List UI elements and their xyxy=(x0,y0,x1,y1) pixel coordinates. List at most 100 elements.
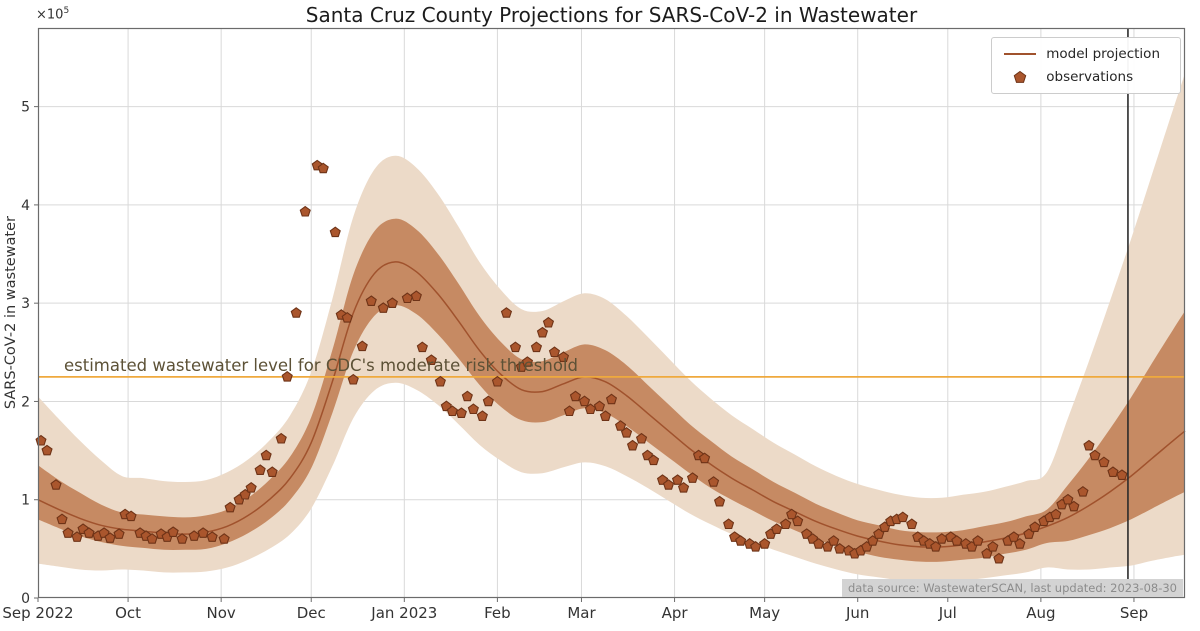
x-tick-label: Jan 2023 xyxy=(370,604,437,622)
observation-marker xyxy=(536,326,549,338)
offset-exponent: 5 xyxy=(63,6,70,16)
observation-marker xyxy=(341,312,353,323)
legend-label-observations: observations xyxy=(1046,69,1134,85)
observation-marker xyxy=(1050,508,1062,520)
observation-marker xyxy=(446,405,458,417)
observation-marker xyxy=(771,523,783,534)
observation-marker xyxy=(647,454,660,466)
y-tick-label: 4 xyxy=(21,198,30,214)
inner-uncertainty-band xyxy=(38,218,1185,562)
x-tick-label: Oct xyxy=(115,604,141,622)
observation-marker xyxy=(723,518,735,530)
x-tick-label: Feb xyxy=(484,604,511,622)
observation-marker xyxy=(584,403,597,415)
observation-marker xyxy=(1029,521,1041,532)
observation-marker xyxy=(930,541,942,552)
observation-marker xyxy=(254,464,266,475)
observation-marker xyxy=(461,390,473,402)
observation-marker xyxy=(605,393,618,405)
observation-marker xyxy=(290,307,302,318)
observation-marker xyxy=(569,390,582,402)
observation-marker xyxy=(299,205,311,217)
observation-marker xyxy=(972,535,984,546)
observation-marker xyxy=(476,410,488,421)
observation-marker xyxy=(792,515,804,527)
y-tick-label: 2 xyxy=(21,394,30,410)
x-tick-label: Dec xyxy=(297,604,326,622)
observation-marker xyxy=(1068,500,1080,512)
observation-marker xyxy=(677,482,690,493)
observation-marker xyxy=(828,535,840,546)
legend-label-model: model projection xyxy=(1046,46,1160,62)
observation-marker xyxy=(266,466,278,477)
observation-marker xyxy=(347,373,359,385)
observation-marker xyxy=(521,356,534,367)
observation-marker xyxy=(356,340,368,352)
pentagon-marker-icon xyxy=(1004,70,1036,84)
observation-marker xyxy=(386,297,398,308)
y-axis-label-text: SARS-CoV-2 in wastewater xyxy=(3,216,19,410)
observation-marker xyxy=(750,541,762,552)
observation-marker xyxy=(759,538,771,549)
axis-frame xyxy=(37,27,1186,599)
offset-base: ×10 xyxy=(36,7,64,23)
observation-marker xyxy=(1083,439,1095,451)
observation-marker xyxy=(62,527,74,538)
observation-marker xyxy=(275,432,287,444)
observation-marker xyxy=(542,316,555,328)
observation-marker xyxy=(897,511,909,523)
observation-marker xyxy=(329,226,341,238)
observation-marker xyxy=(500,307,513,318)
observation-marker xyxy=(987,541,999,552)
observation-marker xyxy=(1116,469,1128,480)
observation-marker xyxy=(834,543,846,554)
y-tick-label: 3 xyxy=(21,296,30,312)
data-source-note: data source: WastewaterSCAN, last update… xyxy=(842,579,1183,597)
observation-marker xyxy=(620,427,633,438)
observation-marker xyxy=(906,518,918,530)
observation-marker xyxy=(224,501,236,513)
observation-marker xyxy=(686,472,699,483)
observation-marker xyxy=(467,403,479,415)
y-tick-label: 1 xyxy=(21,493,30,509)
observation-marker xyxy=(735,535,747,546)
observation-marker xyxy=(491,375,503,387)
observation-marker xyxy=(377,302,389,313)
observation-marker xyxy=(548,346,561,358)
observation-marker xyxy=(146,533,158,544)
observation-marker xyxy=(951,535,963,546)
x-tick-label: Apr xyxy=(662,604,689,622)
observation-marker xyxy=(599,410,612,421)
x-tick-label: Aug xyxy=(1026,604,1055,622)
y-axis-label: SARS-CoV-2 in wastewater xyxy=(0,28,22,598)
observation-marker xyxy=(260,449,272,461)
observation-marker xyxy=(635,432,648,444)
x-tick-label: Nov xyxy=(207,604,236,622)
observation-marker xyxy=(1077,486,1089,497)
threshold-annotation: estimated wastewater level for CDC's mod… xyxy=(64,356,578,375)
y-axis-offset-text: ×105 xyxy=(36,6,69,22)
observation-marker xyxy=(455,407,467,418)
chart-title: Santa Cruz County Projections for SARS-C… xyxy=(305,3,918,27)
legend-item-observations: observations xyxy=(1004,69,1160,85)
observation-marker xyxy=(786,508,798,520)
observation-marker xyxy=(509,341,522,353)
observation-marker xyxy=(83,527,95,538)
observation-marker xyxy=(50,479,62,490)
observation-marker xyxy=(365,295,377,306)
observation-marker xyxy=(1098,456,1110,468)
observation-marker xyxy=(206,531,218,542)
observation-marker xyxy=(713,495,726,507)
x-tick-label: Jun xyxy=(845,604,869,622)
y-tick-label: 5 xyxy=(21,100,30,116)
x-tick-label: May xyxy=(749,604,780,622)
observation-marker xyxy=(707,476,720,487)
observation-marker xyxy=(281,371,293,382)
observation-marker xyxy=(104,532,116,543)
observation-marker xyxy=(813,538,825,549)
outer-uncertainty-band xyxy=(38,73,1185,583)
observation-marker xyxy=(167,526,179,537)
observation-marker xyxy=(410,290,422,302)
observation-marker xyxy=(578,395,591,407)
observation-marker xyxy=(71,531,83,542)
